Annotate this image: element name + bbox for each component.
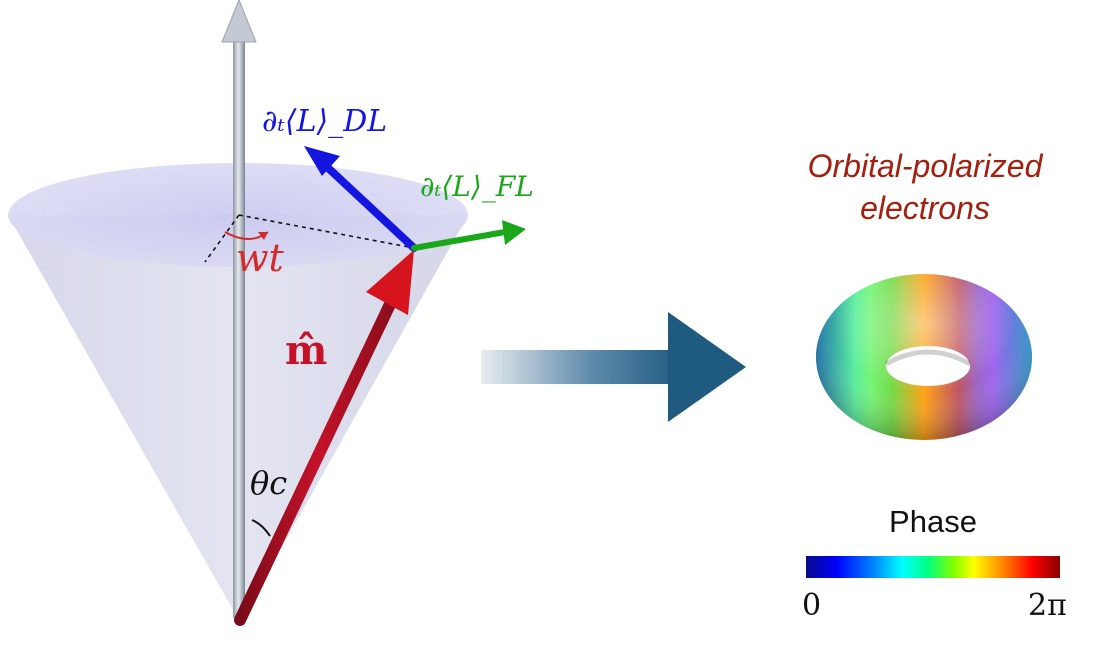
title-line-2: electrons xyxy=(860,189,990,226)
title-line-1: Orbital-polarized xyxy=(807,148,1043,184)
big-arrow-shaft xyxy=(481,350,681,384)
magnetization-arrowhead xyxy=(366,250,414,315)
axis-shaft xyxy=(233,40,245,618)
reference-line xyxy=(204,214,240,263)
phase-colorbar xyxy=(806,556,1060,578)
fl-torque-label: ∂ₜ⟨L⟩_FL xyxy=(420,170,534,203)
dl-torque-arrowhead xyxy=(304,146,340,176)
title-orbital-polarized: Orbital-polarized electrons xyxy=(760,146,1090,229)
fl-torque-arrow xyxy=(411,229,508,251)
dl-torque-arrow xyxy=(322,162,418,252)
cone-angle-arc xyxy=(251,519,271,537)
magnetization-label: m̂ xyxy=(285,327,327,374)
torus xyxy=(816,274,1032,440)
radius-line xyxy=(238,214,415,249)
precession-arc-head xyxy=(258,232,268,240)
big-arrow-head xyxy=(668,312,746,422)
axis-arrowhead xyxy=(221,0,257,43)
colorbar-min-label: 0 xyxy=(802,588,822,623)
fl-torque-arrowhead xyxy=(502,220,526,245)
colorbar-title: Phase xyxy=(889,504,977,539)
colorbar-max-label: 2π xyxy=(1028,588,1067,623)
dl-torque-label: ∂ₜ⟨L⟩_DL xyxy=(262,104,387,139)
magnetization-arrow xyxy=(234,294,398,626)
torus-hole xyxy=(886,346,970,386)
precession-label: wt xyxy=(236,236,285,280)
cone-angle-label: θc xyxy=(250,464,287,502)
